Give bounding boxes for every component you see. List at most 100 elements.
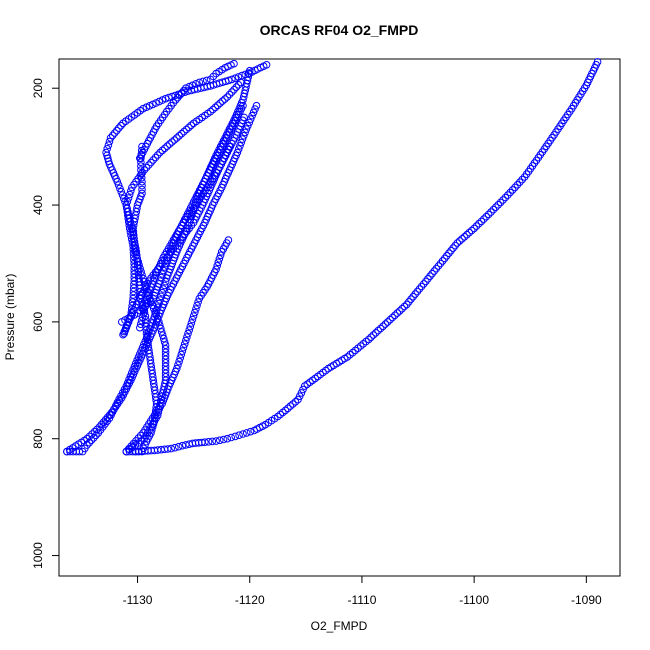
data-point	[115, 124, 123, 132]
data-point	[204, 438, 213, 446]
data-point	[289, 400, 297, 408]
data-point	[147, 298, 155, 306]
data-point	[436, 259, 445, 268]
data-point	[403, 300, 411, 309]
data-point	[183, 333, 191, 341]
data-point	[161, 144, 169, 153]
data-point	[117, 121, 125, 130]
data-point	[171, 96, 180, 104]
data-point	[223, 434, 232, 443]
data-point	[105, 411, 114, 419]
data-point	[460, 233, 469, 241]
data-point	[179, 343, 188, 352]
data-point	[487, 208, 495, 216]
data-point	[176, 354, 184, 362]
data-point	[501, 193, 510, 202]
data-point	[175, 357, 183, 366]
data-point	[103, 145, 111, 153]
data-point	[235, 431, 243, 440]
data-point	[244, 122, 252, 130]
data-point	[114, 181, 123, 189]
data-point	[212, 437, 220, 445]
data-point	[218, 97, 227, 105]
data-point	[177, 89, 186, 97]
data-point	[155, 318, 163, 326]
data-point	[209, 105, 217, 114]
data-point	[110, 129, 119, 137]
data-point	[149, 304, 158, 313]
data-point	[383, 318, 392, 326]
data-point	[445, 249, 453, 257]
data-point	[138, 185, 146, 194]
data-point	[251, 105, 259, 113]
data-point	[83, 434, 91, 443]
data-point	[102, 148, 110, 157]
x-tick-label: -1090	[571, 593, 602, 607]
data-point	[171, 443, 179, 452]
data-point	[381, 320, 390, 328]
data-point	[171, 91, 179, 100]
data-point	[238, 135, 247, 143]
x-tick-label: -1110	[347, 593, 376, 607]
data-point	[178, 347, 187, 355]
data-point	[156, 148, 164, 157]
data-point	[246, 427, 255, 436]
data-point	[241, 70, 250, 79]
data-point	[151, 153, 160, 162]
data-point	[147, 158, 155, 167]
data-point	[593, 58, 602, 66]
data-point	[127, 187, 135, 195]
data-point	[143, 288, 152, 296]
data-point	[449, 244, 457, 252]
data-point	[234, 145, 243, 153]
data-point	[470, 224, 478, 233]
data-point	[159, 334, 168, 343]
data-point	[141, 281, 150, 290]
data-point	[424, 275, 432, 283]
data-point	[440, 254, 449, 263]
data-point	[85, 432, 94, 441]
data-point	[175, 132, 183, 140]
data-point	[221, 95, 229, 103]
data-point	[281, 406, 290, 415]
data-point	[186, 322, 195, 331]
data-point	[419, 280, 428, 288]
data-point	[475, 219, 483, 228]
data-point	[129, 245, 138, 254]
data-point	[252, 101, 261, 110]
data-point	[133, 309, 142, 317]
data-point	[242, 125, 251, 133]
data-point	[504, 191, 512, 199]
data-point	[291, 398, 300, 406]
data-point	[95, 423, 104, 431]
data-point	[106, 134, 115, 142]
data-point	[240, 132, 248, 140]
data-point	[496, 198, 505, 207]
data-point	[237, 78, 245, 87]
data-point	[137, 316, 146, 325]
data-point	[348, 348, 357, 357]
data-point	[428, 269, 436, 278]
data-point	[213, 262, 221, 270]
data-point	[158, 331, 167, 340]
data-point	[276, 410, 285, 419]
data-point	[137, 268, 145, 276]
data-point	[482, 212, 491, 221]
data-point	[167, 444, 175, 453]
data-point	[225, 142, 234, 151]
data-point	[137, 162, 145, 170]
data-point	[158, 146, 167, 155]
data-point	[129, 439, 138, 448]
data-point	[513, 181, 522, 189]
data-point	[133, 254, 141, 263]
data-point	[233, 148, 242, 157]
data-point	[379, 322, 387, 331]
data-point	[422, 277, 430, 286]
data-point	[185, 123, 193, 132]
data-point	[216, 99, 224, 107]
data-point	[146, 294, 154, 303]
data-point	[223, 93, 232, 101]
data-point	[386, 315, 394, 324]
data-point	[156, 277, 164, 285]
y-tick-label: 600	[31, 312, 45, 332]
